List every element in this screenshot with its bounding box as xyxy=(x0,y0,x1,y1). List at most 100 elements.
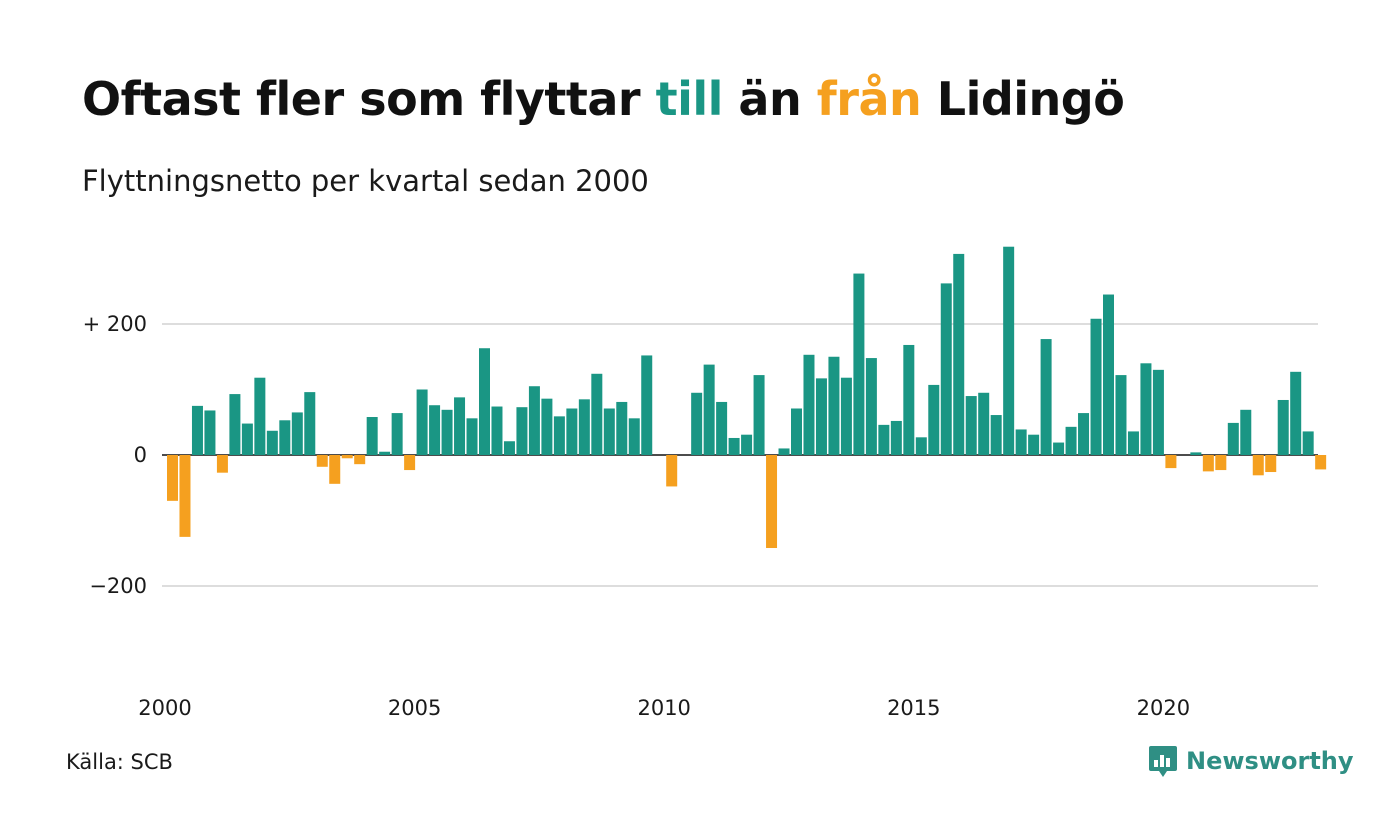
bar-positive xyxy=(1065,426,1077,455)
y-tick-label: + 200 xyxy=(83,312,147,336)
bar-positive xyxy=(254,377,266,455)
bar-positive xyxy=(291,412,303,455)
bar-positive xyxy=(828,356,840,455)
axis-labels: + 200 0 −200 2000 2005 2010 2015 2020 xyxy=(83,312,1190,720)
bar-positive xyxy=(1152,369,1164,455)
bar-positive xyxy=(491,406,503,455)
bar-positive xyxy=(1115,375,1127,455)
title-part-5: Lidingö xyxy=(921,72,1125,126)
bar-negative xyxy=(329,455,341,484)
x-tick-label: 2005 xyxy=(388,696,441,720)
bar-positive xyxy=(429,405,441,455)
title-part-1: Oftast fler som flyttar xyxy=(82,72,656,126)
bar-negative xyxy=(1265,455,1277,473)
bar-positive xyxy=(578,399,590,455)
bar-positive xyxy=(840,377,852,455)
bar-positive xyxy=(454,397,466,455)
bar-negative xyxy=(179,455,191,537)
chart-title: Oftast fler som flyttar till än från Lid… xyxy=(82,72,1125,126)
bar-positive xyxy=(616,401,628,455)
bar-positive xyxy=(304,392,316,455)
bar-negative xyxy=(167,455,178,501)
bar-positive xyxy=(741,434,753,455)
bar-positive xyxy=(1190,452,1202,455)
bars xyxy=(167,246,1327,549)
bar-positive xyxy=(479,348,490,455)
x-tick-label: 2010 xyxy=(637,696,690,720)
x-tick-label: 2020 xyxy=(1137,696,1190,720)
bar-negative xyxy=(1202,455,1214,472)
bar-positive xyxy=(503,441,515,455)
bar-positive xyxy=(1240,409,1252,455)
bar-positive xyxy=(366,417,378,455)
bar-positive xyxy=(853,273,865,455)
bar-positive xyxy=(1227,422,1239,455)
bar-positive xyxy=(191,405,203,455)
bar-negative xyxy=(354,455,366,465)
source-label: Källa: SCB xyxy=(66,750,173,774)
bar-negative xyxy=(216,455,228,473)
bar-positive xyxy=(778,448,790,455)
bar-positive xyxy=(890,420,902,455)
bar-positive xyxy=(266,430,278,455)
bar-positive xyxy=(241,423,253,455)
bar-positive xyxy=(1015,429,1027,455)
bar-positive xyxy=(516,407,528,455)
bar-positive xyxy=(528,386,540,455)
bar-positive xyxy=(541,398,553,455)
bar-negative xyxy=(766,455,778,549)
y-tick-label: −200 xyxy=(89,574,147,598)
bar-positive xyxy=(391,413,403,455)
bar-positive xyxy=(1090,318,1102,455)
bar-positive xyxy=(466,418,478,455)
newsworthy-logo-text: Newsworthy xyxy=(1186,747,1354,775)
bar-positive xyxy=(703,364,715,455)
bar-negative xyxy=(1215,455,1227,471)
bar-chart: + 200 0 −200 2000 2005 2010 2015 2020 xyxy=(83,246,1327,720)
bar-positive xyxy=(1290,371,1302,455)
bar-positive xyxy=(1003,246,1015,455)
bar-negative xyxy=(316,455,328,467)
y-tick-label: 0 xyxy=(134,443,147,467)
bar-positive xyxy=(1127,431,1139,455)
bar-positive xyxy=(940,283,952,455)
bar-positive xyxy=(1078,413,1090,455)
bar-positive xyxy=(229,394,241,455)
chart-subtitle: Flyttningsnetto per kvartal sedan 2000 xyxy=(82,164,649,198)
bar-positive xyxy=(791,408,802,455)
title-fran: från xyxy=(816,72,922,126)
bar-positive xyxy=(753,375,765,455)
bar-positive xyxy=(1302,431,1314,455)
bar-negative xyxy=(404,455,416,471)
bar-positive xyxy=(1028,434,1040,455)
bar-positive xyxy=(416,389,428,455)
bar-positive xyxy=(566,408,578,455)
bar-positive xyxy=(1140,363,1152,455)
bar-positive xyxy=(865,358,877,455)
bar-positive xyxy=(803,354,815,455)
bar-positive xyxy=(1103,294,1114,455)
bar-positive xyxy=(279,420,291,455)
bar-positive xyxy=(978,392,990,455)
bar-positive xyxy=(591,373,603,455)
bar-positive xyxy=(553,416,565,455)
x-tick-label: 2015 xyxy=(887,696,940,720)
bar-positive xyxy=(628,418,640,455)
title-part-3: än xyxy=(722,72,817,126)
bar-positive xyxy=(603,408,615,455)
bar-positive xyxy=(990,415,1002,455)
bar-positive xyxy=(204,410,216,455)
bar-negative xyxy=(666,455,678,487)
bar-positive xyxy=(815,378,827,455)
bar-positive xyxy=(878,424,890,455)
bar-positive xyxy=(1040,339,1052,455)
bar-positive xyxy=(691,392,703,455)
bar-positive xyxy=(903,344,915,455)
bar-positive xyxy=(965,396,977,455)
bar-negative xyxy=(1315,455,1327,470)
newsworthy-logo[interactable]: Newsworthy xyxy=(1148,744,1354,778)
bar-positive xyxy=(928,384,940,455)
bar-negative xyxy=(1252,455,1264,476)
bar-positive xyxy=(379,451,391,455)
title-till: till xyxy=(655,72,724,126)
